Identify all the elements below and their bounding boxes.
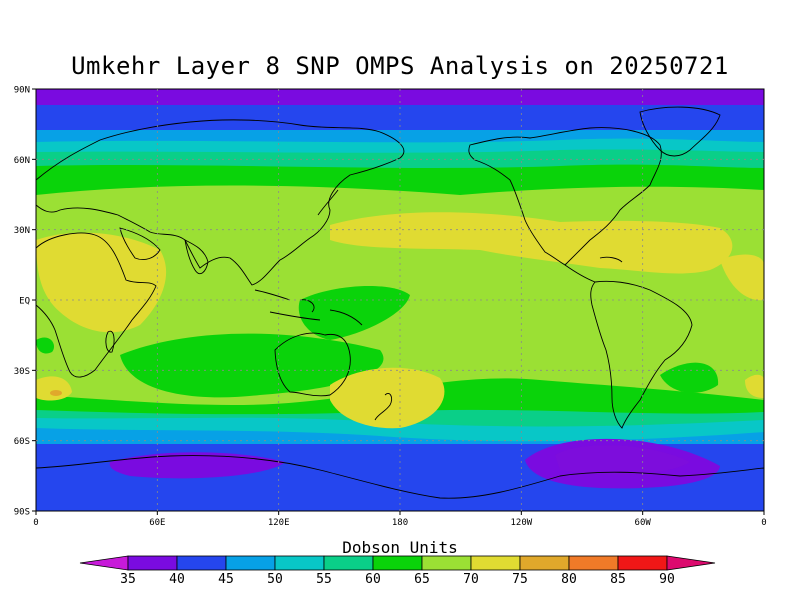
colorbar-level-label: 35 <box>120 572 136 587</box>
colorbar-over-arrow <box>666 555 716 571</box>
colorbar-segment <box>323 555 374 571</box>
india-outline <box>184 239 209 275</box>
south-america-outline <box>590 280 693 429</box>
colorbar-level-label: 40 <box>169 572 185 587</box>
colorbar-level-label: 70 <box>463 572 479 587</box>
colorbar: Dobson Units 35 40 45 50 55 60 65 70 75 80 85 90 <box>79 538 716 587</box>
lon-label: 0 <box>761 518 766 528</box>
eurasia-outline <box>36 119 405 286</box>
greenland-outline <box>639 106 721 157</box>
colorbar-level-label: 55 <box>316 572 332 587</box>
se-asia-islands <box>254 289 363 326</box>
colorbar-under-arrow <box>79 555 129 571</box>
map-title: Umkehr Layer 8 SNP OMPS Analysis on 2025… <box>71 52 729 80</box>
colorbar-level-label: 60 <box>365 572 381 587</box>
lat-label: 30N <box>14 226 30 236</box>
colorbar-segment <box>127 555 178 571</box>
colorbar-segment <box>274 555 325 571</box>
japan-outline <box>317 189 339 216</box>
madagascar-outline <box>105 330 115 353</box>
lat-label: 90S <box>14 508 30 518</box>
graticule <box>36 89 764 511</box>
colorbar-segment <box>421 555 472 571</box>
lat-label: 90N <box>14 86 30 96</box>
colorbar-segment <box>519 555 570 571</box>
colorbar-level-label: 90 <box>659 572 675 587</box>
lon-label: 120W <box>510 518 532 528</box>
north-america-outline <box>468 127 662 266</box>
africa-outline <box>36 232 157 378</box>
colorbar-segment <box>225 555 276 571</box>
colorbar-segment <box>568 555 619 571</box>
colorbar-segment <box>372 555 423 571</box>
lat-label: 60N <box>14 156 30 166</box>
lat-label: 30S <box>14 367 30 377</box>
colorbar-level-label: 50 <box>267 572 283 587</box>
new-zealand-outline <box>374 393 393 421</box>
colorbar-level-label: 45 <box>218 572 234 587</box>
colorbar-level-label: 65 <box>414 572 430 587</box>
colorbar-segment <box>176 555 227 571</box>
lat-label: EQ <box>19 297 30 307</box>
arabia-outline <box>119 227 161 261</box>
australia-outline <box>274 332 351 397</box>
central-america-outline <box>564 256 623 283</box>
lon-label: 180 <box>392 518 408 528</box>
colorbar-level-label: 80 <box>561 572 577 587</box>
colorbar-level-label: 85 <box>610 572 626 587</box>
colorbar-segment <box>617 555 668 571</box>
colorbar-level-label: 75 <box>512 572 528 587</box>
colorbar-segment <box>470 555 521 571</box>
colorbar-title: Dobson Units <box>342 538 458 557</box>
lat-label: 60S <box>14 437 30 447</box>
lon-label: 120E <box>268 518 290 528</box>
lon-label: 60W <box>635 518 652 528</box>
lon-label: 60E <box>149 518 165 528</box>
lon-label: 0 <box>33 518 38 528</box>
antarctica-outline <box>36 455 764 499</box>
coastlines <box>36 106 764 499</box>
